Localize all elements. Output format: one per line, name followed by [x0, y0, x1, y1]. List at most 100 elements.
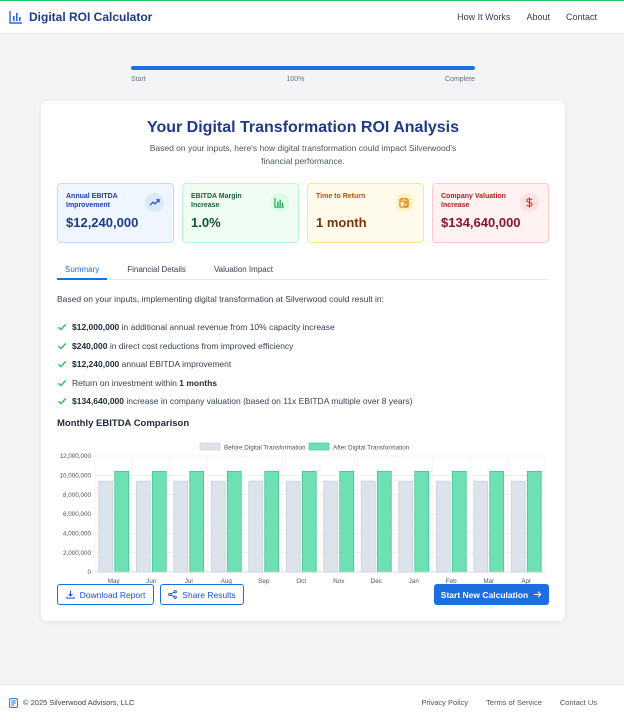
tab-financial-details[interactable]: Financial Details	[127, 265, 186, 274]
ebitda-bar-chart: Before Digital Transformation After Digit…	[59, 442, 546, 585]
x-tick-label: Dec	[371, 578, 382, 585]
bar-chart-icon	[270, 193, 289, 212]
metric-ebitda-margin: EBITDA Margin Increase 1.0%	[182, 183, 299, 243]
result-highlight: $12,000,000	[72, 322, 120, 333]
metric-value: 1 month	[316, 215, 367, 230]
bar-before	[248, 480, 264, 573]
document-icon	[9, 697, 18, 708]
footer-brand: © 2025 Silverwood Advisors, LLC	[9, 697, 135, 708]
result-text: $12,000,000 in additional annual revenue…	[72, 322, 335, 332]
metric-label: Time to Return	[316, 193, 366, 200]
bar-after	[339, 470, 355, 573]
result-text: $134,640,000 increase in company valuati…	[72, 396, 413, 406]
bar-after	[264, 470, 280, 573]
bar-after	[414, 470, 430, 573]
metric-valuation-increase: Company Valuation Increase $134,640,000	[432, 183, 549, 243]
result-item: $240,000 in direct cost reductions from …	[57, 337, 549, 356]
share-label: Share Results	[182, 589, 236, 600]
results-tabs: Summary Financial Details Valuation Impa…	[57, 259, 549, 280]
top-accent-line	[0, 0, 624, 1]
metric-time-to-return: Time to Return 1 month	[307, 183, 424, 243]
result-item: $12,000,000 in additional annual revenue…	[57, 318, 549, 337]
nav-how-it-works[interactable]: How It Works	[457, 12, 511, 22]
check-icon	[58, 379, 67, 387]
summary-intro: Based on your inputs, implementing digit…	[57, 294, 384, 304]
results-card: Your Digital Transformation ROI Analysis…	[41, 101, 565, 621]
bar-after	[151, 470, 167, 573]
footer-contact-us[interactable]: Contact Us	[559, 698, 597, 707]
bar-before	[323, 480, 339, 573]
metric-label: Company Valuation Increase	[441, 193, 506, 209]
tab-valuation-impact[interactable]: Valuation Impact	[213, 265, 273, 274]
result-item: $134,640,000 increase in company valuati…	[57, 392, 549, 411]
result-post: increase in company valuation (based on …	[124, 396, 413, 407]
check-icon	[58, 398, 67, 405]
progress-percent-label: 100%	[286, 76, 305, 83]
result-highlight: $134,640,000	[72, 396, 124, 407]
analysis-title: Your Digital Transformation ROI Analysis	[146, 119, 460, 136]
calendar-clock-icon	[395, 193, 414, 212]
app-footer: © 2025 Silverwood Advisors, LLC Privacy …	[0, 684, 624, 720]
download-report-button[interactable]: Download Report	[57, 584, 154, 605]
copyright: © 2025 Silverwood Advisors, LLC	[23, 698, 135, 707]
progress-track	[131, 66, 475, 70]
bar-before	[173, 480, 189, 573]
result-post: in direct cost reductions from improved …	[107, 340, 294, 351]
bar-before	[435, 480, 451, 573]
footer-links: Privacy Policy Terms of Service Contact …	[421, 698, 597, 707]
bar-before	[398, 480, 414, 573]
chart-title: Monthly EBITDA Comparison	[57, 418, 190, 429]
metric-label: Annual EBITDA Improvement	[66, 193, 118, 209]
x-tick-label: Apr	[521, 578, 531, 585]
download-label: Download Report	[79, 589, 146, 600]
bar-after	[301, 470, 317, 573]
bar-after	[226, 470, 242, 573]
check-icon	[58, 342, 67, 350]
x-tick-label: Jun	[146, 578, 157, 585]
progress-end-label: Complete	[445, 76, 475, 83]
bar-before	[473, 480, 489, 573]
x-tick-label: May	[108, 578, 121, 585]
progress-start-label: Start	[131, 76, 146, 83]
check-icon	[58, 324, 67, 331]
nav-about[interactable]: About	[526, 12, 550, 22]
app-title: Digital ROI Calculator	[29, 10, 153, 24]
bar-chart-logo-icon	[9, 11, 22, 24]
x-tick-label: Nov	[333, 578, 345, 585]
progress-section: Start 100% Complete	[131, 66, 475, 83]
analysis-subtitle: Based on your inputs, here's how digital…	[149, 143, 457, 166]
metric-value: $134,640,000	[441, 215, 521, 230]
nav-contact[interactable]: Contact	[565, 12, 597, 22]
result-highlight: $12,240,000	[72, 359, 120, 370]
y-tick-label: 10,000,000	[59, 473, 91, 480]
result-highlight: $240,000	[72, 340, 108, 351]
y-tick-label: 2,000,000	[63, 550, 92, 557]
result-item: $12,240,000 annual EBITDA improvement	[57, 355, 549, 374]
results-list: $12,000,000 in additional annual revenue…	[57, 318, 549, 411]
share-results-button[interactable]: Share Results	[160, 584, 244, 605]
metric-ebitda-improvement: Annual EBITDA Improvement $12,240,000	[57, 183, 174, 243]
start-new-calculation-button[interactable]: Start New Calculation	[434, 584, 549, 605]
arrow-right-icon	[534, 591, 542, 598]
x-tick-label: Sep	[258, 578, 270, 585]
app-header: Digital ROI Calculator How It Works Abou…	[0, 1, 624, 34]
result-item: Return on investment within 1 months	[57, 374, 549, 393]
footer-terms-of-service[interactable]: Terms of Service	[486, 698, 542, 707]
result-text: Return on investment within 1 months	[72, 378, 217, 388]
result-post: in additional annual revenue from 10% ca…	[119, 322, 335, 333]
bar-after	[189, 470, 205, 573]
metric-label: EBITDA Margin Increase	[191, 193, 242, 209]
x-tick-label: Feb	[446, 578, 457, 585]
check-icon	[58, 361, 67, 368]
footer-privacy-policy[interactable]: Privacy Policy	[421, 698, 469, 707]
bar-after	[451, 470, 467, 573]
bar-after	[376, 470, 392, 573]
x-tick-label: Jan	[409, 578, 420, 585]
metric-value: 1.0%	[191, 215, 221, 230]
brand[interactable]: Digital ROI Calculator	[9, 10, 152, 24]
bar-after	[526, 470, 542, 573]
y-tick-label: 6,000,000	[63, 511, 92, 518]
x-tick-label: Oct	[296, 578, 306, 585]
download-icon	[66, 590, 75, 599]
tab-summary[interactable]: Summary	[57, 259, 108, 280]
